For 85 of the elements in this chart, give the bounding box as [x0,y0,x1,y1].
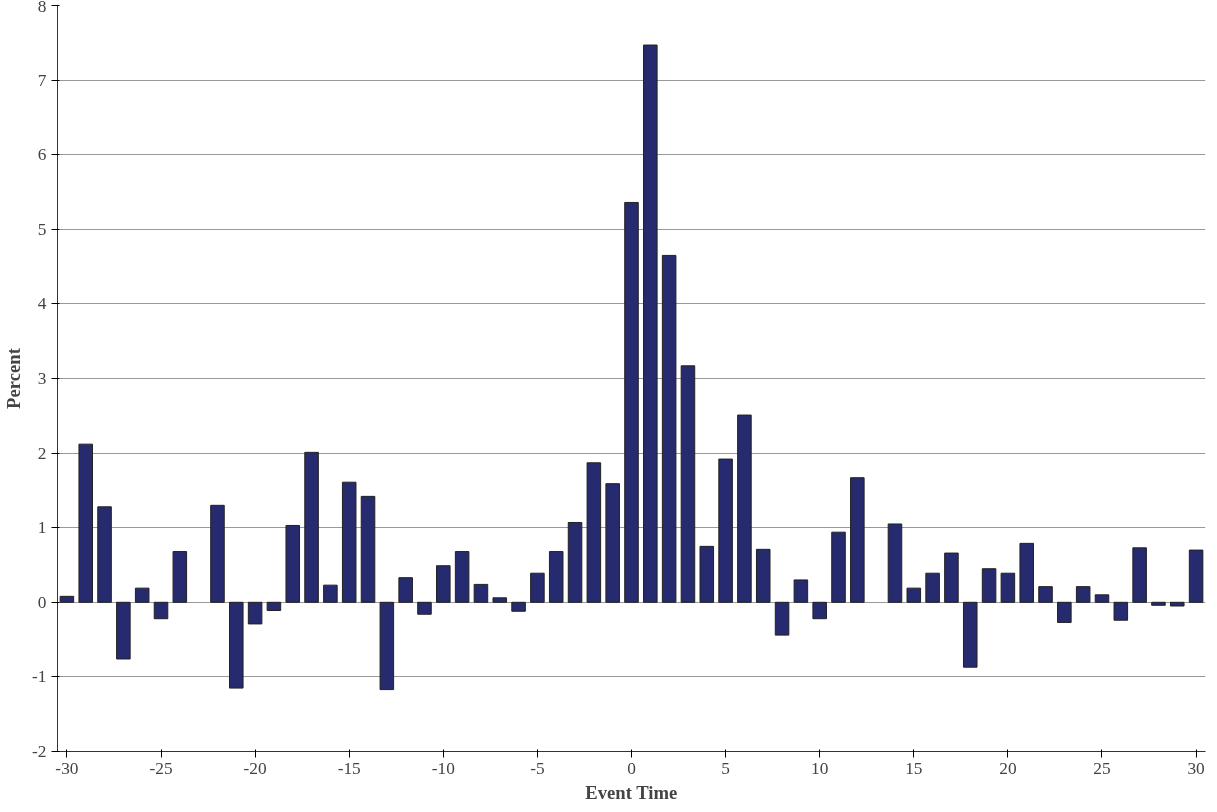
bar [925,572,940,603]
bar [97,506,112,603]
bar [774,601,790,636]
bar [699,545,715,603]
x-tick-label: -10 [431,758,455,778]
bar [134,587,150,603]
bar [1094,594,1110,603]
y-tick-label: 5 [37,219,47,239]
bar [530,572,545,603]
bar [341,481,357,603]
bar [1038,586,1053,603]
x-tick-label: -15 [337,758,361,778]
bar [229,601,244,689]
x-tick-label: -25 [149,758,173,778]
bar [1132,547,1147,603]
bar [360,495,376,603]
bar [737,414,752,603]
bar [887,523,903,603]
bar [398,577,413,603]
y-tick-label: 7 [37,70,47,90]
bar [379,601,395,691]
x-tick-label: -20 [243,758,267,778]
y-tick-label: -2 [32,742,47,761]
bar [624,201,639,603]
y-tick-label: 8 [37,0,47,16]
bar [680,365,696,603]
x-tick-label: -30 [55,758,79,778]
bar [210,504,225,603]
y-tick-label: 6 [37,145,47,165]
bar [511,601,526,612]
bar [1019,542,1034,603]
bar [755,548,771,603]
bar [492,597,508,603]
bar [247,601,263,625]
x-tick-label: 25 [1093,758,1111,778]
y-tick-label: 3 [37,369,47,388]
y-tick-label: 4 [37,294,47,314]
bar [116,601,131,660]
y-tick-label: 0 [37,592,47,612]
bar [605,483,620,603]
y-tick-label: 2 [37,443,47,463]
bar [473,583,489,603]
bar [304,451,319,603]
bar [285,524,301,603]
x-tick-label: 10 [811,758,829,778]
bar [962,601,978,668]
y-tick-label: -1 [32,667,47,687]
bar [850,477,865,603]
bar [436,565,451,603]
bar [266,601,282,612]
bar [548,551,564,603]
bar [718,458,733,603]
bar [323,584,338,603]
bar [643,44,658,603]
bar [944,552,959,603]
bar [831,531,846,603]
bar [1188,549,1204,603]
bar [812,601,827,620]
x-tick-label: 30 [1187,758,1205,778]
bar [661,254,677,603]
bar [1170,601,1185,607]
bar [153,601,169,620]
bar [1113,601,1129,621]
y-axis-title: Percent [3,347,25,409]
x-tick-label: 0 [627,758,636,778]
bar [906,587,922,603]
bar [1151,601,1166,606]
bar [793,579,809,603]
y-tick-label: 1 [37,518,47,538]
x-axis-title: Event Time [585,781,678,803]
bar [586,462,602,603]
bar [981,568,997,603]
bar [1000,572,1016,603]
bar [567,521,583,603]
bar [454,551,470,603]
bar [417,601,432,615]
bar [78,443,93,603]
bar [1075,586,1091,603]
bar [1057,601,1072,623]
x-tick-label: 15 [905,758,923,778]
x-tick-label: 20 [999,758,1017,778]
bar [172,551,188,603]
x-tick-label: 5 [721,758,730,778]
x-tick-label: -5 [530,758,545,778]
bar [59,595,75,603]
